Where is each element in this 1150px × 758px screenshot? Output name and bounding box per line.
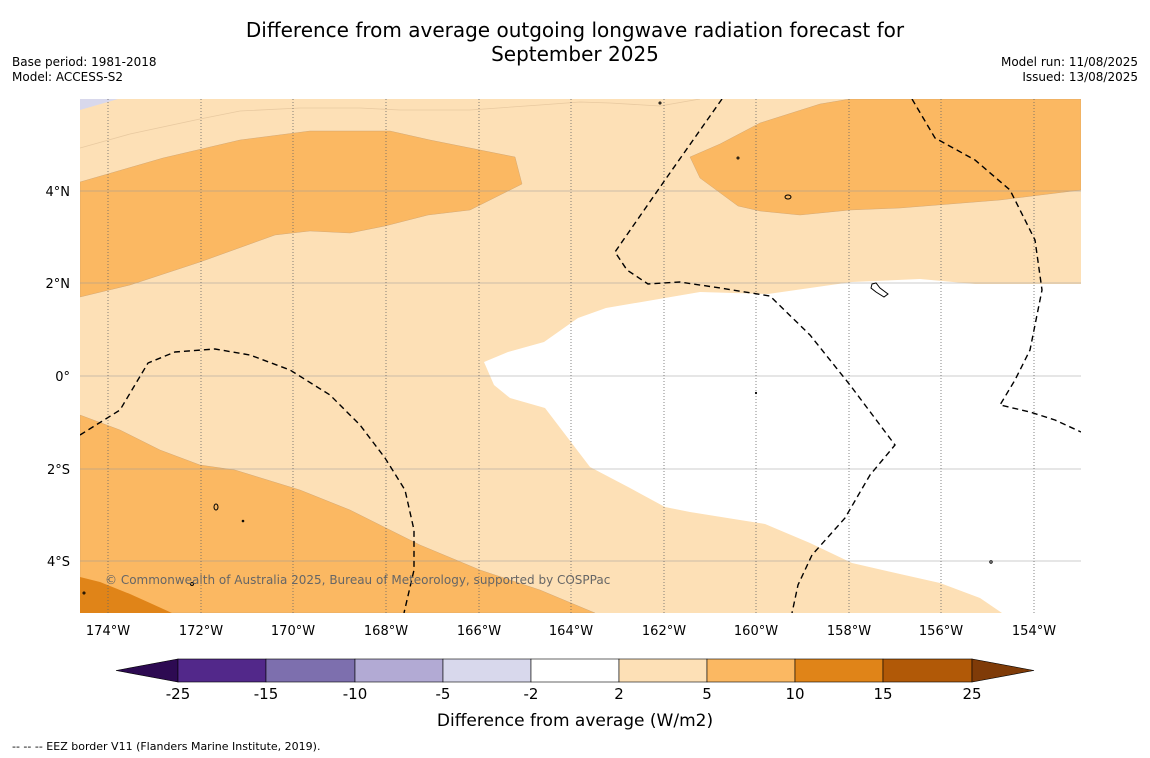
island (736, 156, 740, 160)
lon-label: 154°W (1012, 624, 1056, 639)
island (82, 591, 86, 595)
islands (82, 101, 993, 595)
lon-label: 166°W (457, 624, 501, 639)
contour-dark-orange (80, 577, 172, 613)
eez-border-central (614, 99, 896, 613)
colorbar-segment (618, 658, 708, 683)
eez-border-west (80, 348, 415, 613)
island (754, 391, 758, 395)
colorbar-tick-label: -5 (436, 685, 451, 703)
lat-axis-labels: 4°N 2°N 0° 2°S 4°S (46, 185, 71, 570)
colorbar-tick-label: -10 (343, 685, 368, 703)
lon-label: 164°W (549, 624, 593, 639)
lon-label: 158°W (827, 624, 871, 639)
colorbar: -25 -15 -10 -5 -2 2 5 10 15 25 Differenc… (115, 658, 1035, 731)
title-line-1: Difference from average outgoing longwav… (245, 18, 905, 42)
lon-label: 168°W (364, 624, 408, 639)
colorbar-segment (882, 658, 973, 683)
lat-label: 4°N (46, 185, 71, 200)
island (989, 560, 993, 564)
meta-right: Model run: 11/08/2025 Issued: 13/08/2025 (1001, 55, 1138, 85)
island (190, 582, 194, 586)
colorbar-tick-label: 2 (614, 685, 624, 703)
colorbar-segment (442, 658, 532, 683)
colorbar-segment (265, 658, 356, 683)
colorbar-segment (706, 658, 796, 683)
lon-label: 160°W (734, 624, 778, 639)
contour-light-purple (80, 99, 118, 110)
lat-label: 2°N (46, 277, 71, 292)
colorbar-tick-label: -15 (254, 685, 279, 703)
colorbar-tick-label: 10 (785, 685, 804, 703)
lon-label: 170°W (271, 624, 315, 639)
island (241, 519, 245, 523)
colorbar-tick-label: 5 (702, 685, 712, 703)
lon-axis-labels: 174°W 172°W 170°W 168°W 166°W 164°W 162°… (86, 624, 1056, 639)
island (784, 194, 792, 200)
contour-white-region (484, 279, 1081, 613)
colorbar-segment (530, 658, 620, 683)
colorbar-tick-label: -25 (166, 685, 191, 703)
model-run: Model run: 11/08/2025 (1000, 55, 1138, 69)
island (213, 503, 219, 511)
contour-orange-ne (689, 99, 1081, 216)
latitude-lines (80, 190, 1081, 562)
lon-label: 172°W (179, 624, 223, 639)
lat-label: 2°S (47, 463, 70, 478)
contour-orange-sw (80, 414, 596, 613)
lon-label: 174°W (86, 624, 130, 639)
colorbar-tick-label: 15 (873, 685, 892, 703)
contour-line-top (80, 99, 701, 149)
colorbar-tick-label: -2 (524, 685, 539, 703)
eez-border-east (911, 99, 1081, 433)
contour-orange-nw (80, 130, 523, 298)
island (870, 282, 889, 298)
title-line-2: September 2025 (491, 42, 659, 66)
base-period: Base period: 1981-2018 (12, 55, 157, 69)
island (658, 101, 662, 105)
colorbar-extend-left (115, 658, 179, 683)
meta-left: Base period: 1981-2018 Model: ACCESS-S2 (12, 55, 157, 85)
eez-borders (80, 99, 1081, 613)
copyright-text: © Commonwealth of Australia 2025, Bureau… (105, 573, 610, 587)
eez-legend-note: -- -- -- EEZ border V11 (Flanders Marine… (12, 740, 321, 753)
lon-label: 156°W (919, 624, 963, 639)
lon-label: 162°W (642, 624, 686, 639)
colorbar-title: Difference from average (W/m2) (437, 711, 713, 731)
colorbar-segment (794, 658, 884, 683)
colorbar-extend-right (971, 658, 1035, 683)
colorbar-segment (177, 658, 267, 683)
map-panel: © Commonwealth of Australia 2025, Bureau… (80, 99, 1081, 613)
map-title: Difference from average outgoing longwav… (0, 18, 1150, 66)
model-name: Model: ACCESS-S2 (12, 70, 124, 84)
colorbar-tick-label: 25 (962, 685, 981, 703)
colorbar-segment (354, 658, 444, 683)
issued-date: Issued: 13/08/2025 (1022, 70, 1138, 84)
lat-label: 4°S (47, 555, 70, 570)
lat-label: 0° (55, 370, 70, 385)
